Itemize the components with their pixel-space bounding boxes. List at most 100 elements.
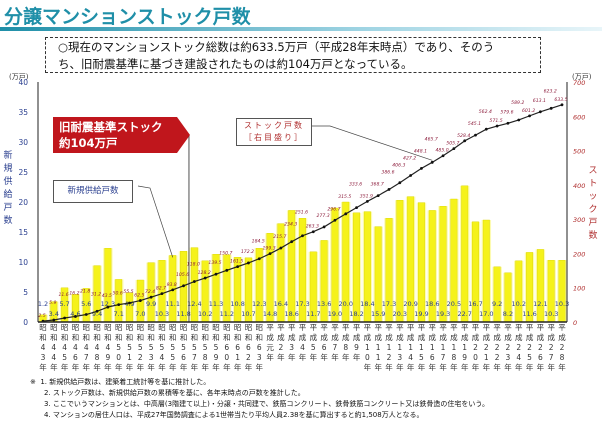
- x-tick-label: 成: [418, 332, 426, 342]
- x-tick-label: 和: [137, 333, 145, 342]
- stock-data-label: 16.2: [69, 290, 79, 296]
- supply-bar: [536, 249, 544, 323]
- stock-legend-line-2: ［右目盛り］: [244, 133, 304, 142]
- x-tick-label: 2: [527, 343, 532, 352]
- stock-point: [279, 246, 283, 250]
- stock-data-label: 72.4: [145, 289, 155, 295]
- stock-point: [474, 133, 477, 137]
- x-tick-label: 年: [93, 362, 101, 372]
- x-tick-label: 9: [354, 343, 359, 352]
- x-tick-label: 成: [547, 332, 555, 342]
- x-tick-label: 平: [504, 323, 512, 332]
- right-tick-label: 0: [573, 319, 577, 327]
- x-tick-label: 年: [385, 362, 393, 372]
- stock-data-label: 351.9: [360, 193, 373, 199]
- x-tick-label: 平: [385, 323, 393, 332]
- stock-point: [333, 218, 337, 222]
- supply-bar: [396, 199, 404, 323]
- stock-data-label: 601.2: [522, 108, 535, 114]
- x-tick-label: 年: [342, 352, 350, 362]
- x-tick-label: 5: [138, 343, 143, 352]
- x-tick-label: 年: [256, 362, 264, 372]
- x-tick-label: 年: [72, 362, 80, 372]
- page-title: 分譲マンションストック戸数: [4, 6, 251, 28]
- x-tick-label: 年: [450, 362, 458, 372]
- stock-point: [301, 234, 304, 238]
- supply-data-label: 14.8: [263, 310, 277, 318]
- supply-legend-box: 新規供給戸数: [53, 180, 133, 203]
- stock-point: [106, 305, 110, 309]
- stock-data-label: 263.3: [306, 224, 319, 230]
- stock-data-label: 150.7: [219, 250, 232, 256]
- x-tick-label: 4: [51, 353, 56, 362]
- notes-mark: ※: [30, 378, 36, 386]
- stock-point: [387, 188, 391, 191]
- supply-data-label: 19.9: [414, 310, 428, 318]
- supply-data-label: 7.1: [114, 310, 124, 318]
- x-tick-label: 年: [396, 362, 404, 372]
- x-tick-label: 和: [245, 333, 253, 342]
- stock-data-label: 485.0: [435, 148, 448, 154]
- x-tick-label: 6: [322, 343, 327, 352]
- x-tick-label: 5: [214, 343, 219, 352]
- x-tick-label: 昭: [39, 323, 47, 332]
- x-tick-label: 2: [495, 343, 500, 352]
- x-tick-label: 年: [299, 352, 307, 362]
- supply-data-label: 20.9: [403, 300, 417, 308]
- x-tick-label: 4: [300, 343, 305, 352]
- stock-point: [560, 103, 564, 107]
- x-tick-label: 平: [429, 323, 437, 332]
- x-tick-label: 昭: [169, 323, 177, 332]
- supply-data-label: 11.6: [522, 310, 536, 318]
- x-tick-label: 4: [408, 353, 413, 362]
- x-tick-label: 年: [234, 362, 242, 372]
- x-tick-label: 年: [374, 362, 382, 372]
- stock-data-label: 118.0: [187, 262, 200, 268]
- x-tick-label: 和: [234, 333, 242, 342]
- x-tick-label: 9: [105, 353, 110, 362]
- supply-data-label: 11.8: [176, 310, 190, 318]
- x-tick-label: 7: [84, 353, 89, 362]
- x-tick-label: 1: [365, 343, 370, 352]
- supply-data-label: 15.9: [371, 310, 385, 318]
- x-tick-label: 成: [277, 332, 285, 342]
- x-tick-label: 4: [105, 343, 110, 352]
- x-tick-label: 年: [353, 352, 361, 362]
- supply-data-label: 20.5: [447, 300, 461, 308]
- x-tick-label: 成: [374, 332, 382, 342]
- supply-data-label: 12.3: [101, 300, 115, 308]
- supply-data-label: 5.6: [81, 300, 91, 308]
- supply-data-label: 11.3: [209, 300, 223, 308]
- x-tick-label: 成: [483, 332, 491, 342]
- x-tick-label: 年: [364, 362, 372, 372]
- x-tick-label: 年: [39, 362, 47, 372]
- supply-data-label: 17.3: [295, 300, 309, 308]
- x-tick-label: 昭: [72, 323, 80, 332]
- supply-data-label: 8.2: [503, 310, 513, 318]
- x-tick-label: 8: [560, 353, 565, 362]
- stock-data-label: 579.6: [500, 109, 513, 115]
- supply-bar: [374, 226, 382, 323]
- supply-data-label: 20.3: [393, 310, 407, 318]
- x-tick-label: 3: [41, 353, 46, 362]
- x-tick-label: 7: [441, 353, 446, 362]
- supply-data-label: 11.1: [166, 300, 180, 308]
- x-tick-label: 9: [214, 353, 219, 362]
- x-tick-label: 5: [170, 343, 175, 352]
- stock-data-label: 62.5: [134, 293, 144, 299]
- stock-point: [409, 174, 413, 177]
- x-tick-label: 1: [441, 343, 446, 352]
- x-tick-label: 年: [50, 362, 58, 372]
- x-tick-label: 1: [387, 343, 392, 352]
- x-tick-label: 年: [472, 362, 480, 372]
- stock-point: [322, 225, 326, 229]
- x-tick-label: 3: [257, 353, 262, 362]
- x-tick-label: 昭: [83, 323, 91, 332]
- stock-point: [160, 292, 164, 296]
- x-tick-label: 和: [39, 333, 47, 342]
- stock-data-label: 406.3: [392, 163, 405, 169]
- x-tick-label: 和: [147, 333, 155, 342]
- x-tick-label: 5: [419, 353, 424, 362]
- stock-point: [506, 121, 510, 125]
- x-tick-label: 平: [331, 323, 339, 332]
